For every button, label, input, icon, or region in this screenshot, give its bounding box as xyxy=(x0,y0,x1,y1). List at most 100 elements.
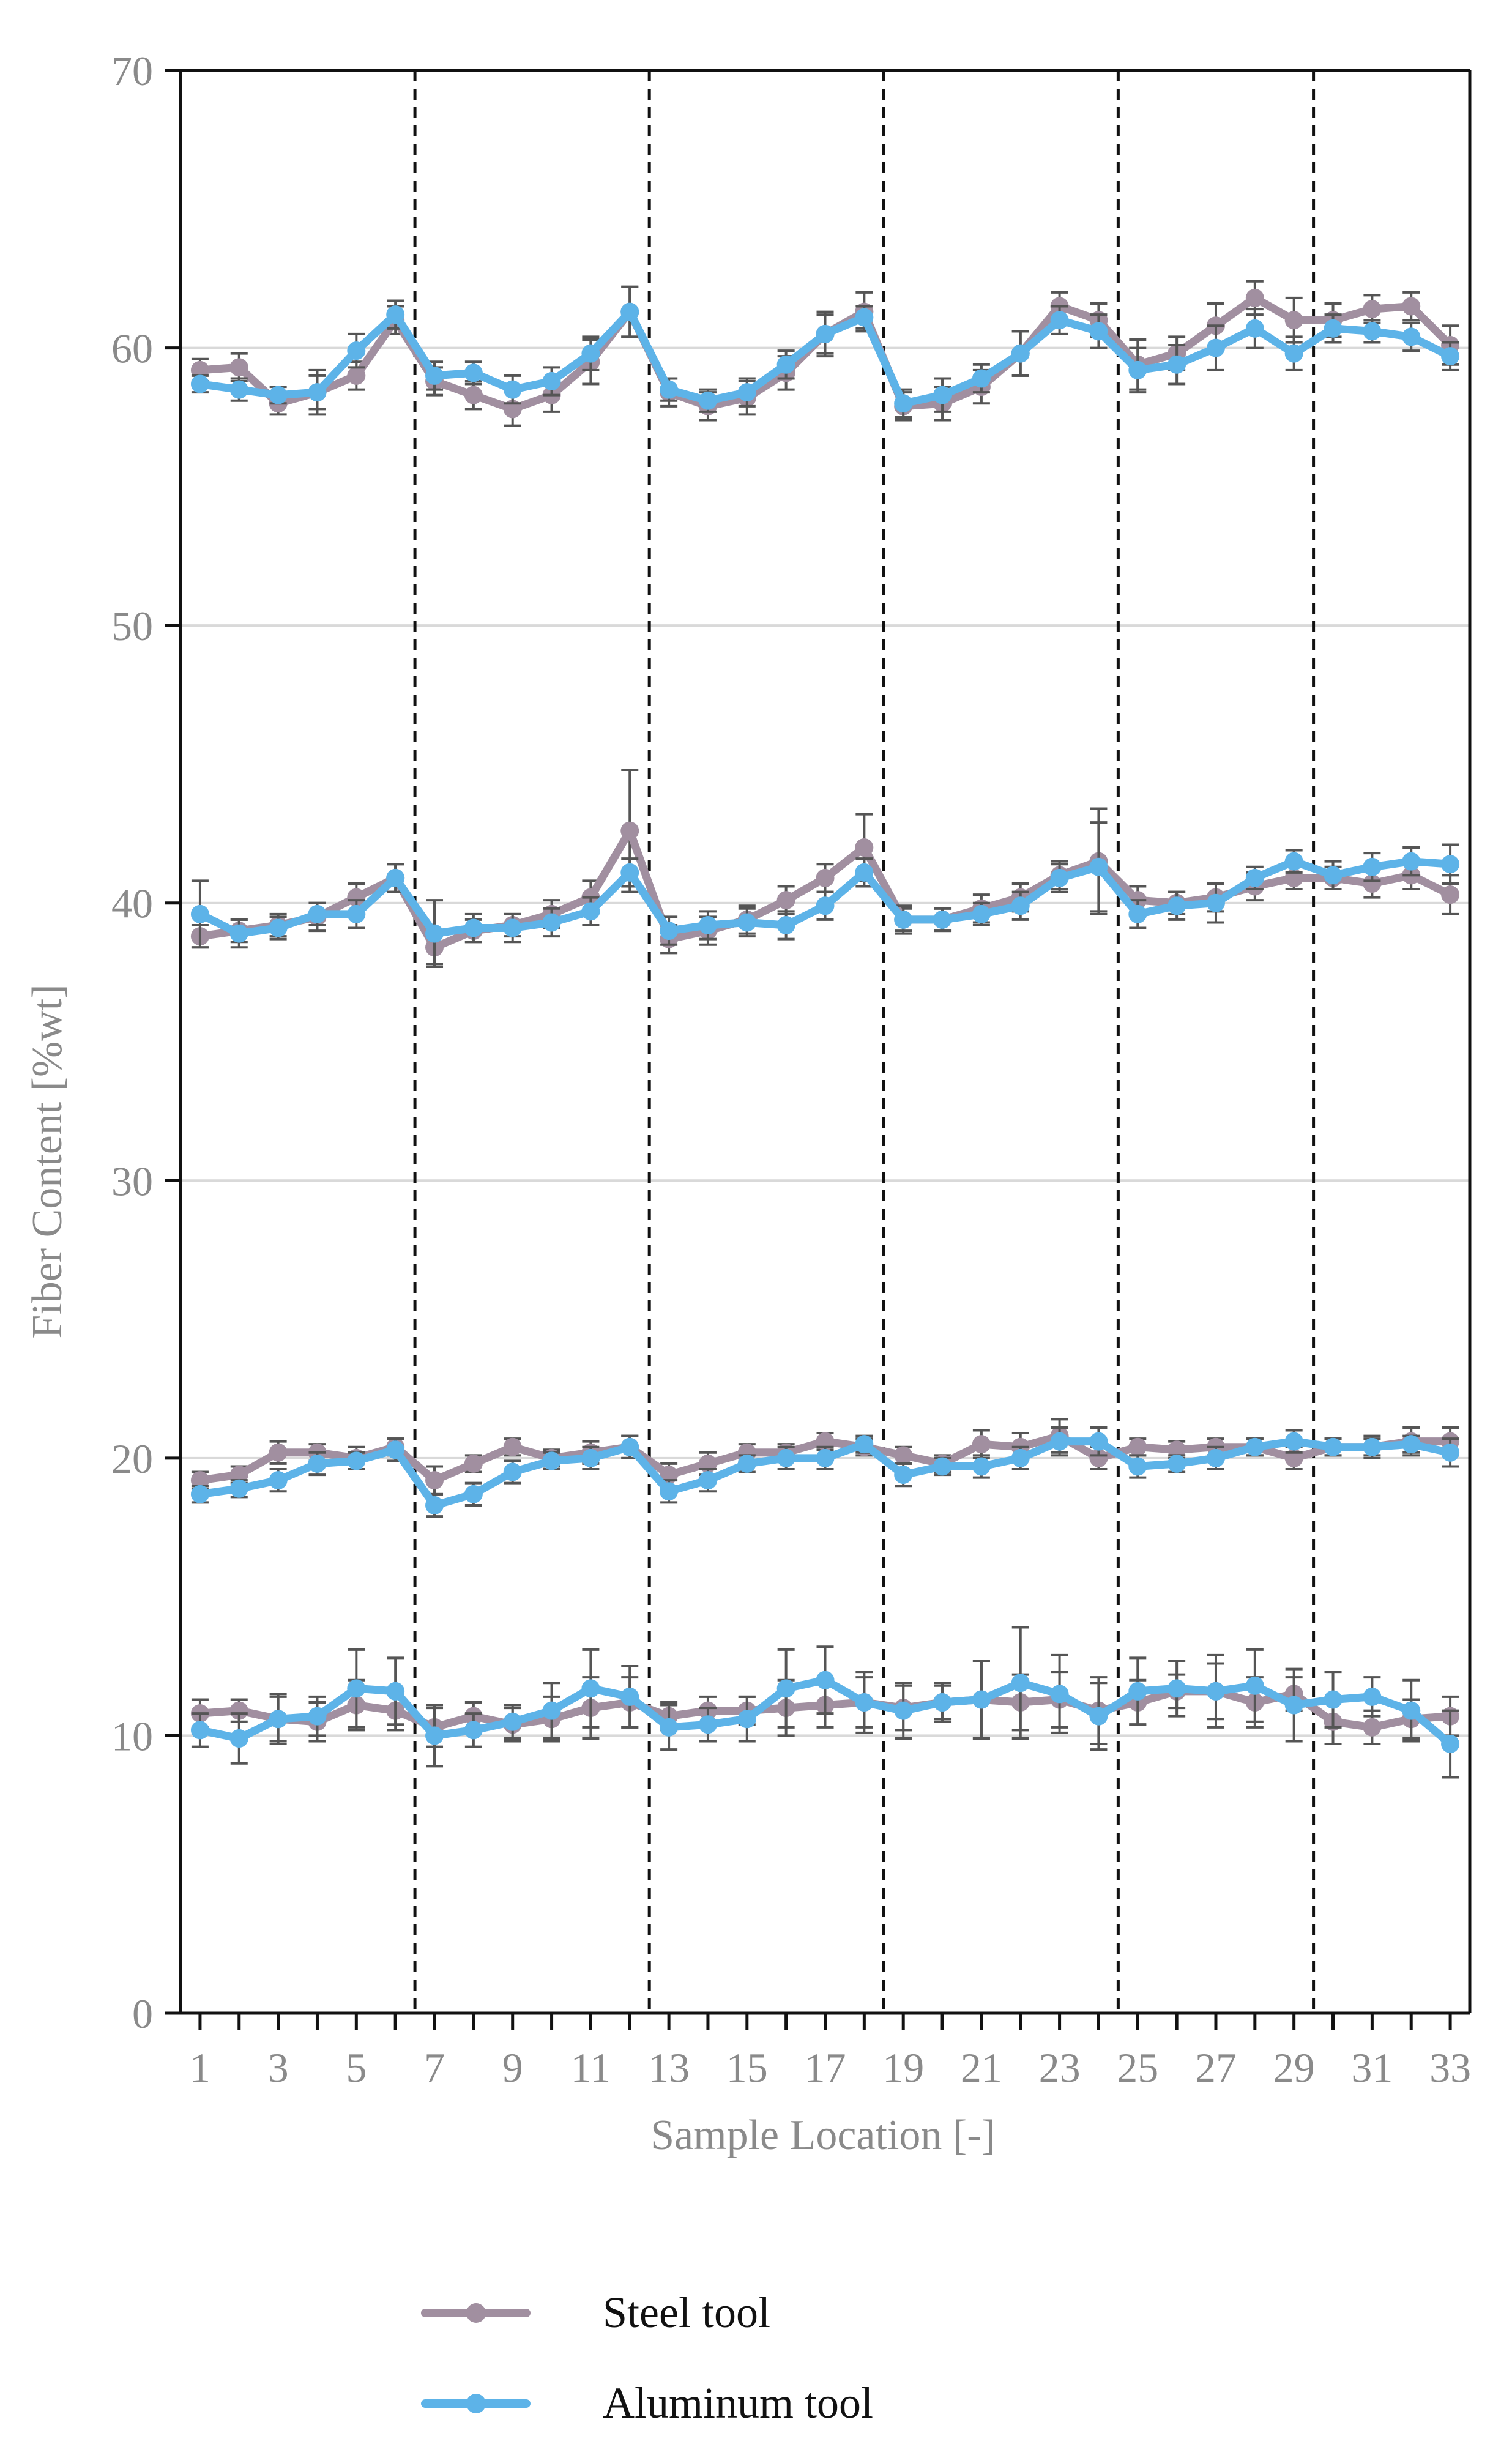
data-point-aluminum xyxy=(1050,868,1069,887)
x-tick-label: 5 xyxy=(346,2044,367,2091)
data-point-aluminum xyxy=(972,369,991,388)
data-point-aluminum xyxy=(581,902,600,921)
data-point-aluminum xyxy=(542,1701,561,1720)
data-point-aluminum xyxy=(816,896,835,915)
data-point-aluminum xyxy=(816,324,835,343)
data-point-aluminum xyxy=(1168,896,1186,915)
x-tick-label: 15 xyxy=(726,2044,768,2091)
data-point-aluminum xyxy=(1050,1432,1069,1451)
legend-label-steel: Steel tool xyxy=(603,2288,770,2337)
y-tick-label: 0 xyxy=(132,1991,153,2037)
data-point-steel xyxy=(972,1435,991,1454)
x-tick-label: 21 xyxy=(961,2044,1002,2091)
data-point-aluminum xyxy=(737,383,756,402)
data-point-aluminum xyxy=(1284,852,1303,871)
data-point-steel xyxy=(776,891,795,910)
data-point-aluminum xyxy=(386,868,405,887)
data-point-aluminum xyxy=(894,394,913,413)
data-point-aluminum xyxy=(776,1679,795,1698)
data-point-aluminum xyxy=(776,355,795,374)
data-point-steel xyxy=(816,868,835,887)
data-point-aluminum xyxy=(660,380,679,399)
data-point-aluminum xyxy=(776,916,795,934)
data-point-aluminum xyxy=(816,1671,835,1689)
data-point-aluminum xyxy=(1245,1437,1264,1456)
data-point-aluminum xyxy=(698,1471,717,1490)
data-point-aluminum xyxy=(1206,893,1225,912)
data-point-aluminum xyxy=(503,1712,522,1731)
data-point-steel xyxy=(464,1454,483,1473)
x-tick-label: 9 xyxy=(502,2044,523,2091)
data-point-aluminum xyxy=(347,341,366,360)
y-tick-label: 70 xyxy=(111,48,153,94)
data-point-aluminum xyxy=(660,1482,679,1501)
data-point-aluminum xyxy=(894,910,913,929)
data-point-aluminum xyxy=(347,1679,366,1698)
y-tick-label: 50 xyxy=(111,603,153,649)
data-point-aluminum xyxy=(1089,857,1108,876)
plot-series xyxy=(190,280,1460,1779)
data-point-aluminum xyxy=(190,904,209,923)
data-point-steel xyxy=(894,1446,913,1465)
data-point-aluminum xyxy=(1284,1696,1303,1715)
data-point-aluminum xyxy=(1245,1676,1264,1695)
data-point-steel xyxy=(1128,1437,1147,1456)
x-tick-label: 1 xyxy=(190,2044,210,2091)
data-point-aluminum xyxy=(542,372,561,390)
data-point-aluminum xyxy=(1441,1735,1460,1754)
x-tick-label: 19 xyxy=(882,2044,924,2091)
data-point-aluminum xyxy=(308,1707,327,1726)
data-point-aluminum xyxy=(855,308,874,327)
data-point-aluminum xyxy=(1011,1448,1030,1467)
y-tick-label: 20 xyxy=(111,1436,153,1482)
data-point-steel xyxy=(620,821,639,840)
data-point-aluminum xyxy=(229,1479,248,1498)
data-point-aluminum xyxy=(1089,1707,1108,1726)
x-tick-label: 33 xyxy=(1429,2044,1471,2091)
data-point-aluminum xyxy=(933,1693,952,1712)
data-point-aluminum xyxy=(425,1726,444,1745)
data-point-aluminum xyxy=(855,1693,874,1712)
legend: Steel tool Aluminum tool xyxy=(421,2288,873,2427)
data-point-steel xyxy=(229,358,248,377)
x-tick-label: 29 xyxy=(1273,2044,1315,2091)
data-point-aluminum xyxy=(1128,904,1147,923)
data-point-aluminum xyxy=(425,1496,444,1514)
data-point-aluminum xyxy=(660,922,679,941)
data-point-aluminum xyxy=(386,305,405,324)
data-point-aluminum xyxy=(190,1721,209,1740)
data-point-aluminum xyxy=(620,863,639,882)
x-tick-label: 13 xyxy=(648,2044,690,2091)
data-point-aluminum xyxy=(933,910,952,929)
data-point-aluminum xyxy=(698,916,717,934)
data-point-aluminum xyxy=(1011,896,1030,915)
data-point-aluminum xyxy=(269,1710,288,1729)
data-point-aluminum xyxy=(190,374,209,393)
legend-item-aluminum: Aluminum tool xyxy=(421,2379,873,2427)
data-point-aluminum xyxy=(1011,1674,1030,1693)
x-tick-label: 27 xyxy=(1195,2044,1237,2091)
data-point-aluminum xyxy=(581,1679,600,1698)
y-axis-title: Fiber Content [%wt] xyxy=(24,984,71,1338)
data-point-aluminum xyxy=(1089,1432,1108,1451)
data-point-aluminum xyxy=(229,924,248,943)
data-point-steel xyxy=(855,838,874,857)
y-tick-label: 40 xyxy=(111,881,153,927)
data-point-aluminum xyxy=(620,302,639,321)
legend-item-steel: Steel tool xyxy=(421,2288,770,2337)
data-point-aluminum xyxy=(1363,1437,1382,1456)
data-point-aluminum xyxy=(1324,319,1343,338)
data-point-aluminum xyxy=(425,924,444,943)
data-point-steel xyxy=(503,1437,522,1456)
data-point-aluminum xyxy=(737,1454,756,1473)
data-point-aluminum xyxy=(1128,1457,1147,1476)
data-point-aluminum xyxy=(894,1466,913,1485)
data-point-aluminum xyxy=(1168,1679,1186,1698)
data-point-aluminum xyxy=(1402,1435,1421,1454)
data-point-aluminum xyxy=(503,1462,522,1481)
data-point-aluminum xyxy=(1324,866,1343,885)
data-point-aluminum xyxy=(1363,857,1382,876)
x-tick-label: 3 xyxy=(268,2044,289,2091)
data-point-aluminum xyxy=(620,1437,639,1456)
